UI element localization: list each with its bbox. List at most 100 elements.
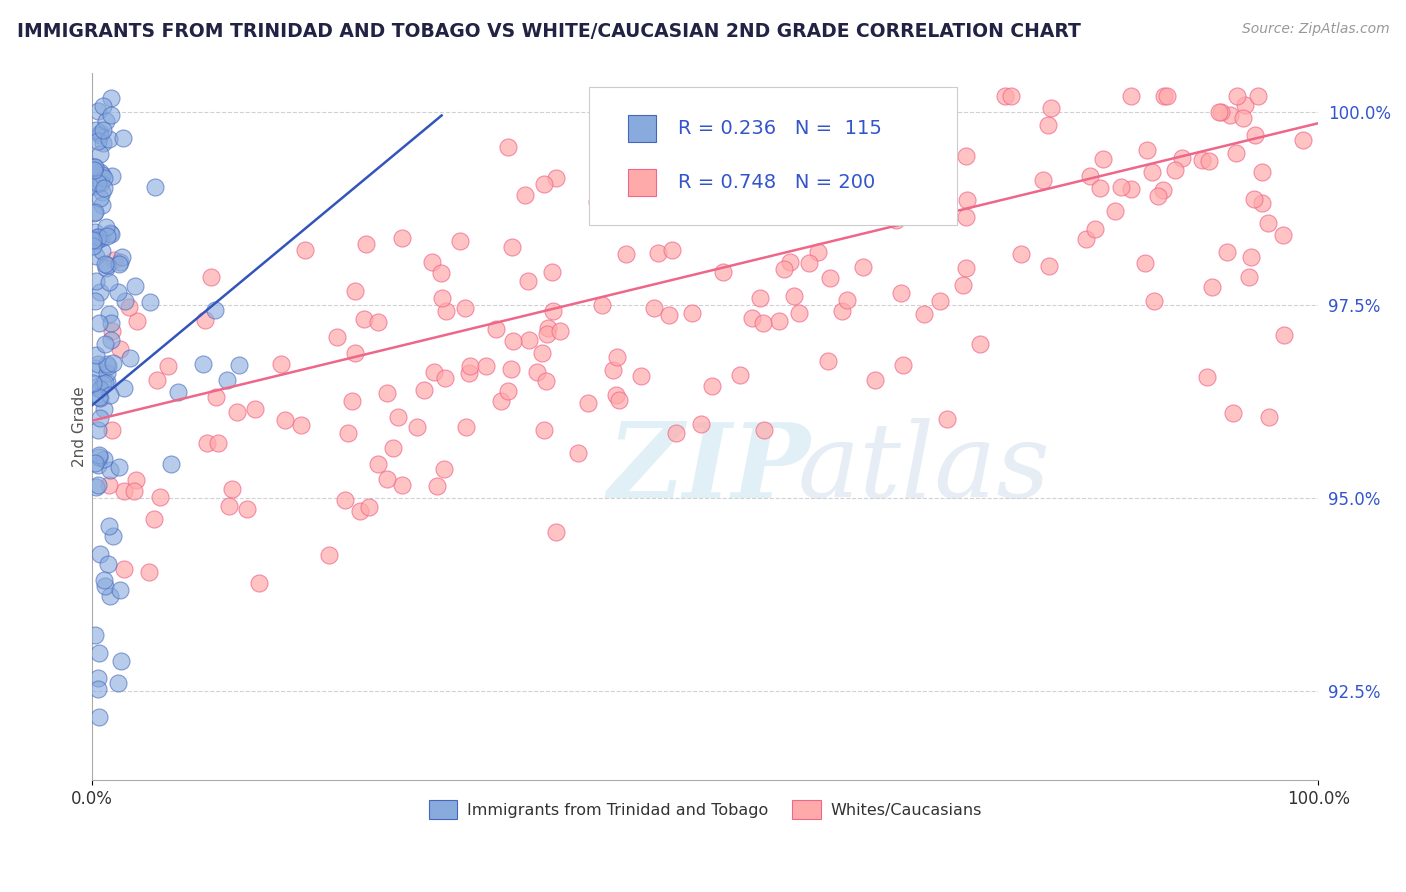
Point [1251, 196, 1274, 211]
Point [643, 301, 665, 315]
Point [89, 647, 111, 661]
Point [1010, 247, 1032, 261]
Point [589, 209, 612, 223]
Point [658, 308, 681, 322]
Point [359, 500, 381, 515]
Point [1000, 89, 1022, 103]
Point [107, 285, 129, 300]
Point [912, 307, 935, 321]
Point [1153, 89, 1175, 103]
Point [86, 423, 108, 437]
Point [167, 384, 190, 399]
Point [516, 274, 538, 288]
Point [1143, 293, 1166, 308]
Point [353, 311, 375, 326]
Point [817, 354, 839, 368]
Point [274, 413, 297, 427]
Point [98, 589, 121, 603]
Point [100, 324, 122, 338]
Point [97, 478, 120, 492]
Point [87, 477, 110, 491]
Point [534, 374, 557, 388]
Point [100, 316, 122, 330]
Point [1272, 227, 1295, 242]
Point [93, 573, 115, 587]
Point [1211, 105, 1233, 120]
Point [541, 303, 564, 318]
Point [1104, 204, 1126, 219]
Point [94, 337, 117, 351]
Point [818, 270, 841, 285]
Bar [628, 115, 657, 142]
Point [586, 89, 609, 103]
Point [82, 238, 104, 252]
Point [343, 285, 366, 299]
Point [96, 366, 118, 380]
Point [748, 292, 770, 306]
Point [84, 225, 107, 239]
Point [107, 676, 129, 690]
Point [1243, 192, 1265, 206]
Point [994, 89, 1017, 103]
Point [87, 103, 110, 118]
Point [87, 230, 110, 244]
Point [97, 275, 120, 289]
Bar [628, 169, 657, 196]
Point [536, 326, 558, 341]
Point [110, 654, 132, 668]
Point [225, 405, 247, 419]
Point [606, 351, 628, 365]
Point [969, 336, 991, 351]
Y-axis label: 2nd Grade: 2nd Grade [72, 386, 87, 467]
Point [1136, 143, 1159, 157]
Point [1091, 152, 1114, 166]
Point [537, 321, 560, 335]
Point [336, 426, 359, 441]
Text: R = 0.748   N = 200: R = 0.748 N = 200 [678, 173, 876, 192]
Point [1109, 180, 1132, 194]
Point [517, 333, 540, 347]
Point [84, 160, 107, 174]
Point [335, 493, 357, 508]
Point [93, 180, 115, 194]
Point [787, 306, 810, 320]
Point [837, 293, 859, 307]
Point [160, 457, 183, 471]
Point [97, 359, 120, 373]
Point [90, 177, 112, 191]
Point [103, 253, 125, 268]
Point [108, 257, 131, 271]
Point [96, 229, 118, 244]
Text: Source: ZipAtlas.com: Source: ZipAtlas.com [1241, 22, 1389, 37]
Point [526, 365, 548, 379]
Text: R = 0.236   N =  115: R = 0.236 N = 115 [678, 119, 882, 137]
Point [294, 244, 316, 258]
Point [205, 390, 228, 404]
Point [89, 382, 111, 396]
Point [247, 575, 270, 590]
Point [218, 500, 240, 514]
Point [118, 300, 141, 314]
Point [98, 227, 121, 241]
Point [602, 363, 624, 377]
Point [381, 442, 404, 456]
Point [124, 278, 146, 293]
Point [84, 249, 107, 263]
Point [84, 361, 107, 376]
Point [84, 123, 107, 137]
Point [82, 233, 104, 247]
Point [387, 410, 409, 425]
Point [491, 393, 513, 408]
Point [125, 314, 148, 328]
Point [110, 342, 132, 356]
Point [633, 209, 655, 223]
Point [515, 188, 537, 202]
Point [456, 420, 478, 434]
Point [89, 547, 111, 561]
Point [676, 140, 699, 154]
Point [94, 579, 117, 593]
Point [485, 321, 508, 335]
Point [433, 371, 456, 385]
Point [779, 255, 801, 269]
Point [86, 233, 108, 247]
